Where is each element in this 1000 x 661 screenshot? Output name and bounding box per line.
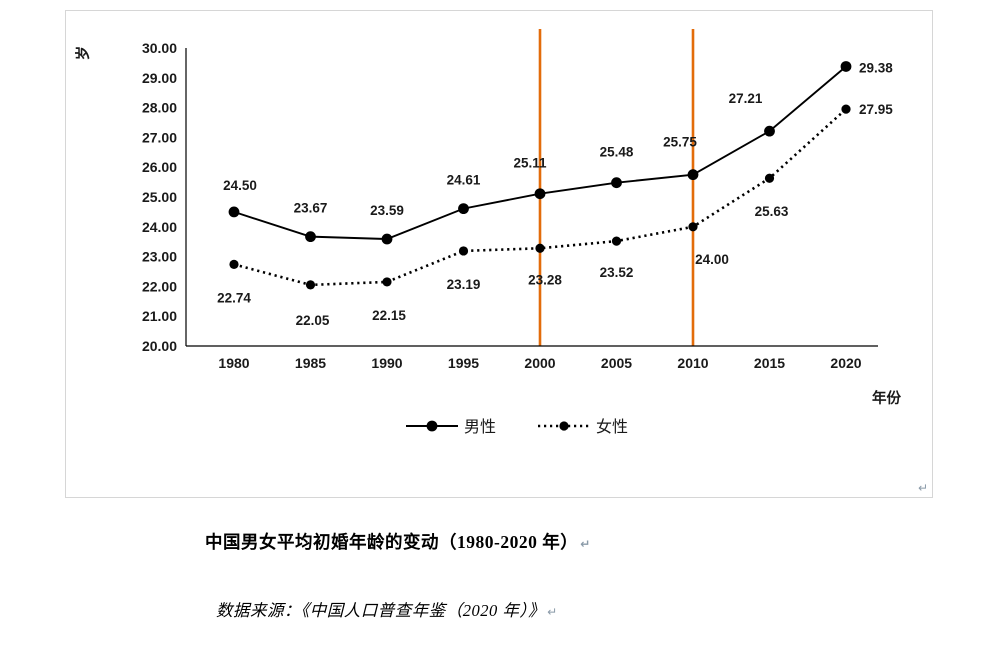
data-point-marker <box>305 231 316 243</box>
svg-text:2015: 2015 <box>754 355 785 371</box>
svg-text:27.21: 27.21 <box>729 91 763 106</box>
svg-text:22.15: 22.15 <box>372 308 406 323</box>
svg-text:1985: 1985 <box>295 355 326 371</box>
data-source: 数据来源：《中国人口普查年鉴（2020 年）》 ↵ <box>216 597 558 621</box>
data-point-marker <box>764 173 775 183</box>
svg-text:29.38: 29.38 <box>859 60 893 75</box>
svg-text:岁: 岁 <box>74 46 92 61</box>
y-axis-ticks: 20.00 21.00 22.00 23.00 24.00 25.00 26.00 27.00… <box>142 40 177 354</box>
chart-title-text: 中国男女平均初婚年龄的变动（1980-2020 年） <box>205 532 579 552</box>
svg-text:男性: 男性 <box>464 418 496 436</box>
svg-text:22.00: 22.00 <box>142 278 177 294</box>
svg-text:28.00: 28.00 <box>142 100 177 116</box>
chart-container: 20.00 21.00 22.00 23.00 24.00 25.00 26.00 27.00… <box>65 10 933 498</box>
legend: 男性 女性 <box>406 417 628 436</box>
data-point-marker <box>228 206 240 218</box>
svg-text:25.75: 25.75 <box>663 135 697 150</box>
data-point-marker <box>841 104 851 114</box>
line-chart: 20.00 21.00 22.00 23.00 24.00 25.00 26.00 27.00… <box>74 29 901 436</box>
svg-text:25.11: 25.11 <box>513 156 547 171</box>
series-male <box>228 61 852 245</box>
x-axis-ticks: 1980 1985 1990 1995 2000 2005 2010 2015 2020 <box>218 355 861 371</box>
svg-text:23.19: 23.19 <box>447 277 481 292</box>
svg-text:24.61: 24.61 <box>447 173 481 188</box>
axes <box>185 48 878 347</box>
svg-text:27.00: 27.00 <box>142 129 177 145</box>
svg-text:24.00: 24.00 <box>142 219 177 235</box>
svg-text:1995: 1995 <box>448 355 479 371</box>
svg-text:21.00: 21.00 <box>142 308 177 324</box>
data-point-marker <box>764 125 775 137</box>
svg-text:26.00: 26.00 <box>142 159 177 175</box>
svg-text:27.95: 27.95 <box>859 102 893 117</box>
svg-text:23.59: 23.59 <box>370 203 404 218</box>
svg-text:2000: 2000 <box>524 355 555 371</box>
data-point-marker <box>458 203 469 215</box>
svg-text:年份: 年份 <box>872 389 901 407</box>
series-female <box>229 104 851 290</box>
axis-titles: 岁年份 <box>74 46 901 407</box>
svg-text:24.50: 24.50 <box>223 178 257 193</box>
svg-text:24.00: 24.00 <box>695 252 729 267</box>
svg-text:25.00: 25.00 <box>142 189 177 205</box>
data-point-marker <box>688 222 698 232</box>
data-point-marker <box>535 243 545 253</box>
svg-text:女性: 女性 <box>596 417 628 436</box>
data-point-marker <box>611 236 622 246</box>
svg-text:22.05: 22.05 <box>296 313 330 328</box>
svg-text:2010: 2010 <box>677 355 708 371</box>
data-point-marker <box>458 246 469 256</box>
svg-text:25.63: 25.63 <box>755 204 789 219</box>
svg-text:20.00: 20.00 <box>142 338 177 354</box>
paragraph-mark: ↵ <box>547 605 558 619</box>
data-labels: 24.50 23.67 23.59 24.61 25.11 25.48 25.75 27.21… <box>217 60 893 327</box>
svg-text:23.28: 23.28 <box>528 272 562 287</box>
svg-text:1990: 1990 <box>371 355 402 371</box>
svg-text:30.00: 30.00 <box>142 40 177 56</box>
data-source-text: 数据来源：《中国人口普查年鉴（2020 年）》 <box>216 601 546 620</box>
svg-text:23.00: 23.00 <box>142 249 177 265</box>
svg-text:29.00: 29.00 <box>142 70 177 86</box>
data-point-marker <box>534 188 546 200</box>
data-point-marker <box>229 259 239 269</box>
data-point-marker <box>687 169 699 181</box>
svg-text:25.48: 25.48 <box>600 145 634 160</box>
data-point-marker <box>381 233 393 245</box>
svg-text:23.67: 23.67 <box>294 201 328 216</box>
svg-text:1980: 1980 <box>218 355 249 371</box>
highlight-vlines <box>538 29 695 346</box>
data-point-marker <box>840 61 852 72</box>
data-point-marker <box>611 177 622 189</box>
svg-text:22.74: 22.74 <box>217 290 251 305</box>
svg-text:2020: 2020 <box>830 355 861 371</box>
chart-title: 中国男女平均初婚年龄的变动（1980-2020 年） ↵ <box>205 529 591 554</box>
data-point-marker <box>382 277 392 287</box>
svg-text:2005: 2005 <box>601 355 632 371</box>
paragraph-mark: ↵ <box>580 537 591 551</box>
paragraph-mark: ↵ <box>917 481 928 495</box>
svg-text:23.52: 23.52 <box>600 265 634 280</box>
data-point-marker <box>305 280 316 290</box>
